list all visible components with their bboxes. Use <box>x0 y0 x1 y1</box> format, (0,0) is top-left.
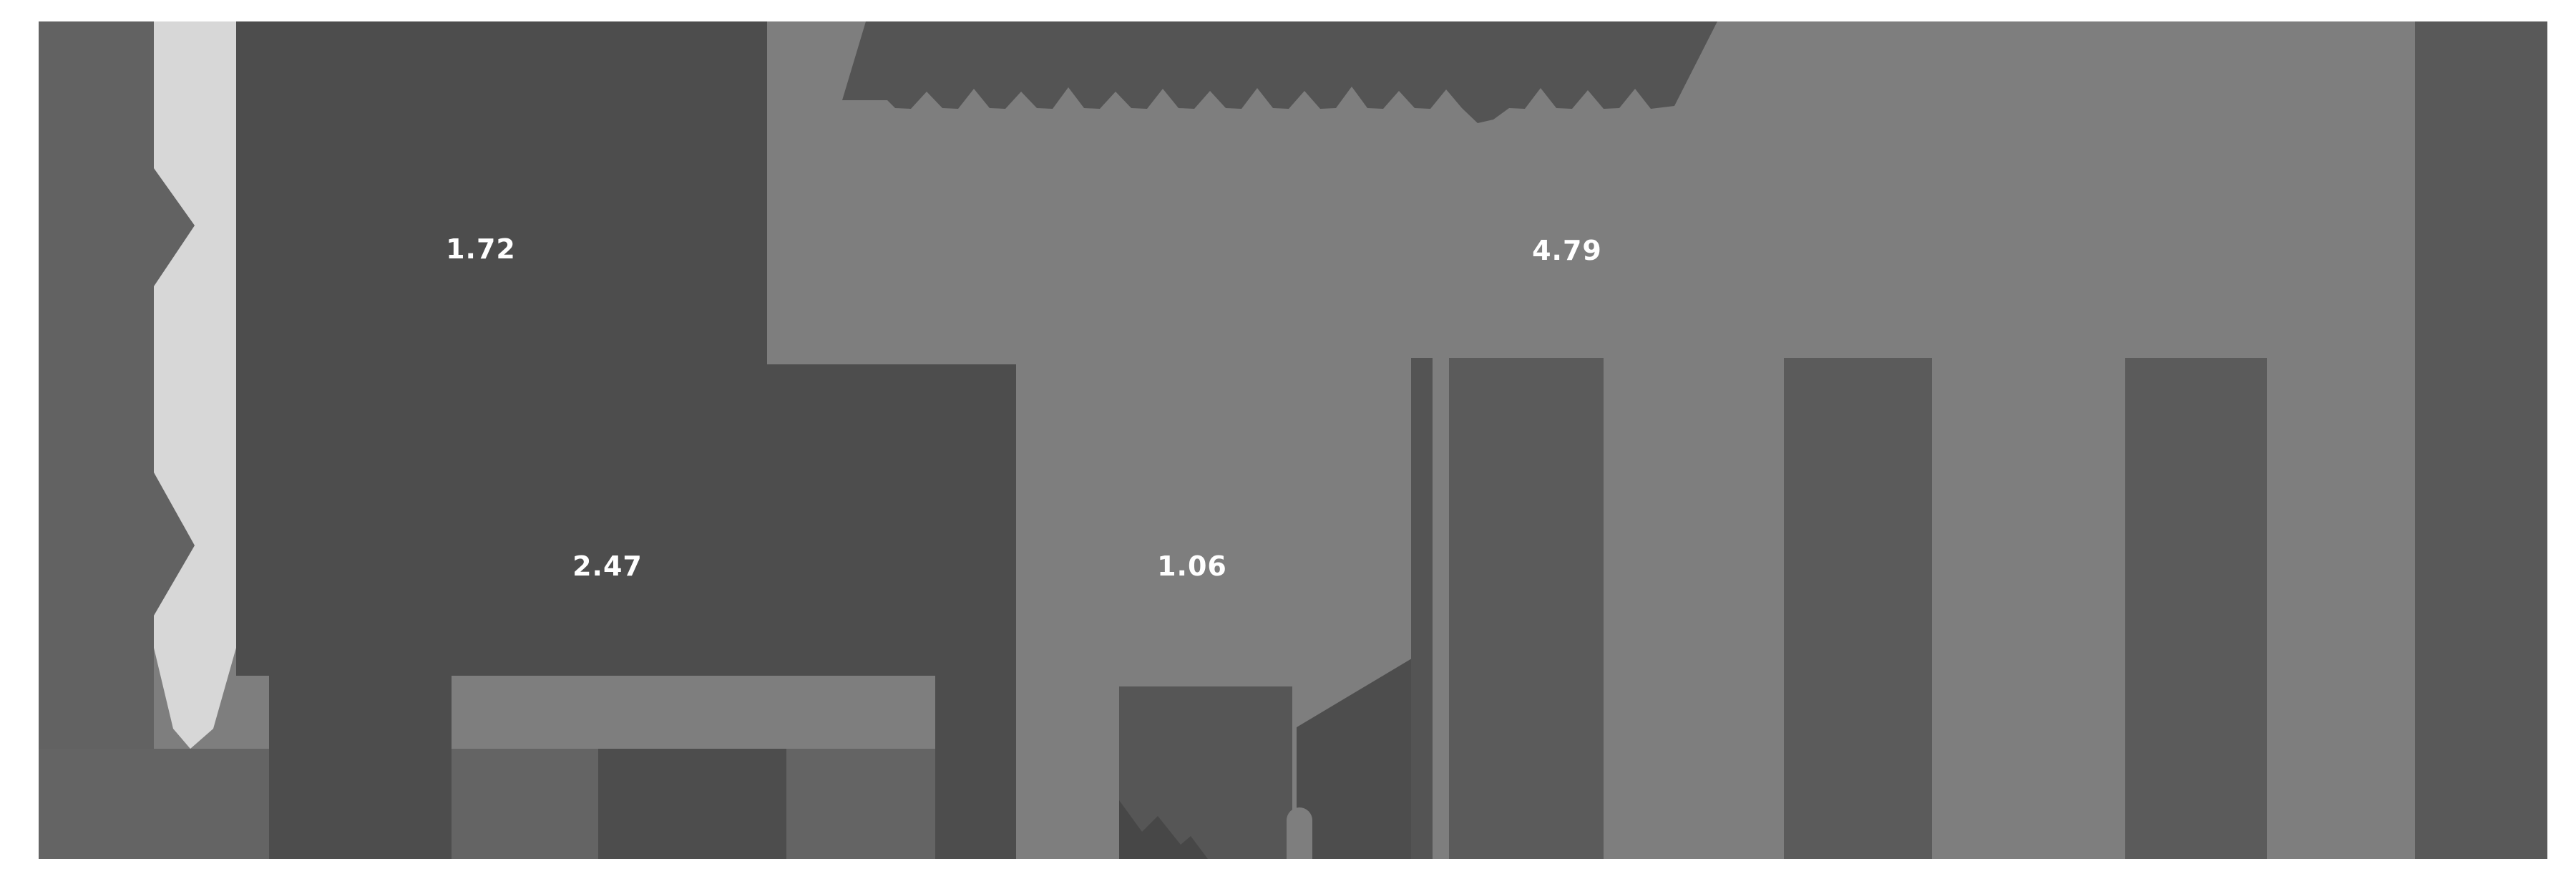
tick-glyph-column-4 <box>1449 358 1604 859</box>
tick-glyph-column-narrow <box>1411 358 1433 859</box>
glyph-block-right <box>1297 648 1430 859</box>
chart-title-glyph-mass <box>842 21 1717 123</box>
glyph-comma-fragment <box>1287 807 1312 859</box>
value-label-row2-seg1: 2.47 <box>572 550 643 582</box>
tick-glyph-column-2 <box>598 749 786 859</box>
value-label-row1-seg2: 4.79 <box>1532 235 1602 266</box>
tick-glyph-column-3 <box>935 676 1016 859</box>
tick-glyph-column-1 <box>269 676 452 859</box>
bottom-axis-band <box>39 749 1016 859</box>
tick-glyph-column-5 <box>1784 358 1932 859</box>
value-label-row1-seg1: 1.72 <box>446 233 516 265</box>
chart-canvas: 1.72 4.79 2.47 1.06 <box>39 21 2547 859</box>
left-axis-band <box>39 21 154 859</box>
value-label-row2-seg2: 1.06 <box>1157 550 1227 582</box>
tick-glyph-column-6 <box>2125 358 2267 859</box>
right-glyph-column <box>2415 21 2547 859</box>
